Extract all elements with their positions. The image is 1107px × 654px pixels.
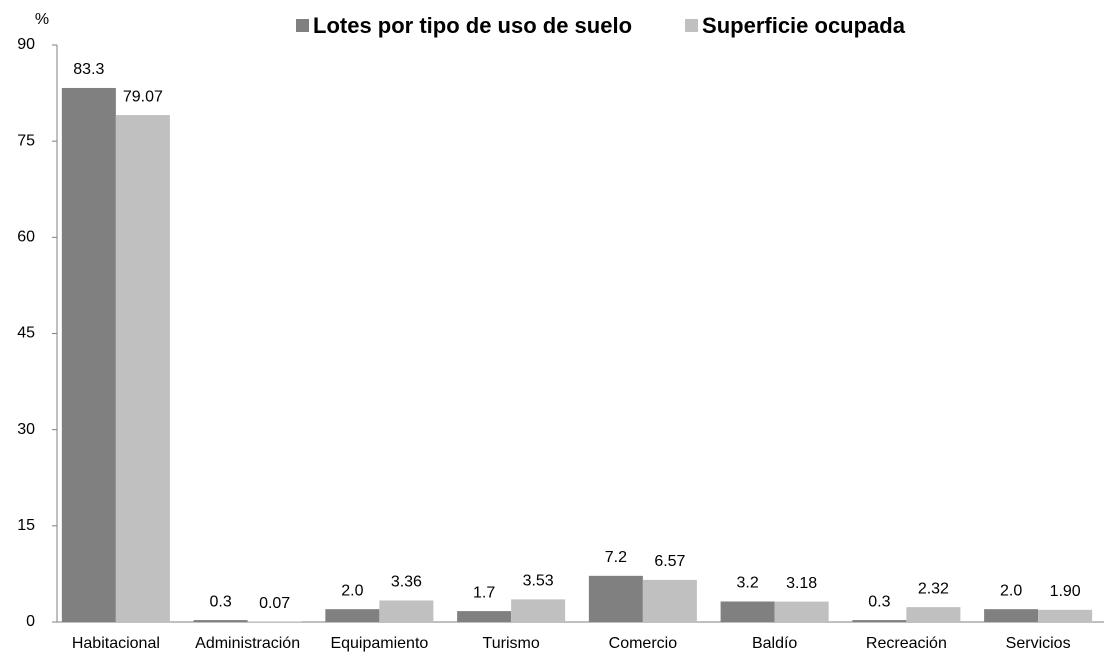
data-label: 0.07	[259, 595, 290, 612]
x-tick-label: Turismo	[483, 635, 540, 652]
bar	[1038, 609, 1093, 622]
bar	[325, 609, 380, 622]
data-label: 1.7	[473, 584, 495, 601]
bar	[511, 599, 566, 622]
legend-swatch	[685, 19, 699, 32]
bar	[852, 620, 907, 622]
data-label: 3.53	[523, 573, 554, 590]
x-tick-label: Administración	[195, 635, 300, 652]
data-label: 3.36	[391, 574, 422, 591]
bar	[774, 601, 829, 622]
x-tick-label: Equipamiento	[330, 635, 428, 652]
bar	[457, 611, 512, 622]
data-label: 3.2	[736, 575, 758, 592]
data-label: 0.3	[209, 593, 231, 610]
bar	[588, 575, 643, 622]
y-tick-label: 45	[17, 325, 35, 342]
x-tick-label: Habitacional	[72, 635, 160, 652]
bar	[642, 579, 697, 622]
x-tick-label: Recreación	[866, 635, 947, 652]
legend-label: Lotes por tipo de uso de suelo	[313, 13, 632, 38]
data-label: 1.90	[1050, 583, 1081, 600]
data-label: 83.3	[73, 61, 104, 78]
y-tick-label: 60	[17, 229, 35, 246]
y-tick-label: 0	[26, 613, 35, 630]
bar	[379, 600, 434, 622]
data-label: 7.2	[605, 549, 627, 566]
x-tick-label: Servicios	[1006, 635, 1071, 652]
legend-swatch	[296, 19, 309, 32]
bar	[906, 607, 961, 622]
y-tick-label: 90	[17, 36, 35, 53]
data-label: 2.0	[1000, 582, 1022, 599]
data-label: 2.32	[918, 580, 949, 597]
data-label: 6.57	[654, 553, 685, 570]
data-label: 2.0	[341, 582, 363, 599]
x-tick-label: Comercio	[609, 635, 678, 652]
bar	[115, 115, 170, 622]
legend-label: Superficie ocupada	[702, 13, 906, 38]
y-tick-label: 15	[17, 517, 35, 534]
x-tick-label: Baldío	[752, 635, 797, 652]
data-label: 3.18	[786, 575, 817, 592]
y-tick-label: 75	[17, 132, 35, 149]
data-label: 0.3	[868, 593, 890, 610]
bar	[984, 609, 1039, 622]
y-tick-label: 30	[17, 421, 35, 438]
bar	[193, 620, 248, 622]
bar	[61, 87, 116, 622]
y-axis-label: %	[35, 11, 49, 28]
bar	[720, 601, 775, 622]
data-label: 79.07	[123, 88, 163, 105]
